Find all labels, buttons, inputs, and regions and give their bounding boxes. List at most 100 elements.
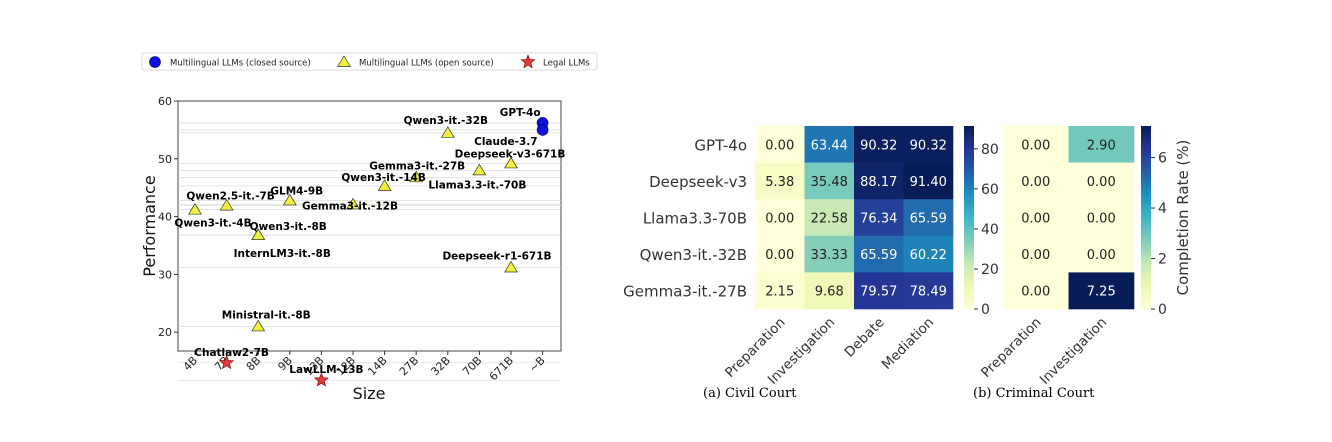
- civil-value: 2.15: [765, 285, 794, 300]
- point-qwen3-it-32b: [440, 126, 455, 138]
- civil-colorbar-tick-label: 40: [981, 222, 999, 238]
- civil-cell: [903, 126, 954, 163]
- caption-criminal-court: (b) Criminal Court: [973, 386, 1095, 401]
- label-deepseek-v3-671b: Deepseek-v3-671B: [455, 148, 566, 160]
- civil-cell: [804, 199, 855, 237]
- legend: Multilingual LLMs (closed source) Multili…: [141, 52, 598, 71]
- criminal-value: 7.25: [1087, 285, 1116, 300]
- label-internlm3-it-8b: InternLM3-it.-8B: [234, 248, 331, 260]
- civil-cell: [854, 199, 904, 237]
- civil-cell: [854, 272, 904, 310]
- label-deepseek-r1-671b: Deepseek-r1-671B: [442, 250, 551, 262]
- criminal-cell: [1068, 126, 1135, 163]
- civil-cell: [903, 162, 954, 200]
- civil-value: 88.17: [860, 175, 897, 190]
- civil-cell: [804, 126, 855, 163]
- y-tick-label: 40: [158, 211, 172, 224]
- criminal-cell: [1003, 272, 1069, 310]
- label-ministral-it-8b: Ministral-it.-8B: [222, 309, 311, 321]
- point-deepseek-r1-671b: [504, 260, 518, 273]
- civil-value: 90.32: [910, 138, 947, 153]
- civil-cell: [804, 162, 855, 200]
- civil-cell: [755, 235, 805, 273]
- civil-value: 76.34: [860, 212, 897, 227]
- x-tick-label: 27B: [397, 354, 421, 378]
- legend-marker-open: [337, 55, 351, 67]
- label-qwen3-it-14b: Qwen3-it.-14B: [341, 172, 425, 184]
- label-qwen3-it-8b: Qwen3-it.-8B: [250, 221, 327, 233]
- civil-value: 65.59: [910, 212, 947, 227]
- criminal-cell: [1068, 199, 1135, 237]
- criminal-cell: [1068, 272, 1135, 310]
- y-tick-label: 60: [158, 95, 172, 108]
- point-lawllm-13b: [313, 372, 329, 387]
- label-qwen3-it-4b: Qwen3-it.-4B: [174, 218, 251, 230]
- criminal-col-label-investigation: Investigation: [1037, 315, 1110, 388]
- point-claude-3-7: [536, 124, 549, 136]
- criminal-value: 0.00: [1087, 248, 1116, 263]
- row-label-qwen3-it-32b: Qwen3-it.-32B: [640, 246, 747, 264]
- civil-cell: [854, 235, 904, 273]
- civil-value: 9.68: [815, 285, 844, 300]
- label-chatlaw2-7b: Chatlaw2-7B: [194, 347, 269, 359]
- row-label-gemma3-it-27b: Gemma3-it.-27B: [623, 283, 747, 301]
- civil-cell: [903, 235, 954, 273]
- label-gemma3-it-12b: Gemma3-it.-12B: [302, 200, 398, 212]
- row-label-gpt-4o: GPT-4o: [694, 136, 747, 154]
- x-tick-label: 32B: [428, 354, 452, 378]
- criminal-value: 0.00: [1021, 138, 1050, 153]
- civil-cell: [804, 235, 855, 273]
- civil-cell: [854, 126, 904, 163]
- civil-value: 33.33: [811, 248, 848, 263]
- civil-value: 78.49: [910, 285, 947, 300]
- civil-colorbar-tick-label: 20: [981, 262, 999, 278]
- criminal-value: 0.00: [1021, 285, 1050, 300]
- civil-cell: [755, 162, 805, 200]
- criminal-value: 0.00: [1021, 175, 1050, 190]
- point-deepseek-v3-671b: [504, 156, 518, 169]
- criminal-value: 0.00: [1021, 248, 1050, 263]
- civil-colorbar-tick-label: 80: [981, 142, 999, 158]
- legend-label-legal: Legal LLMs: [543, 59, 590, 69]
- civil-value: 63.44: [811, 138, 848, 153]
- label-qwen2-5-it-7b: Qwen2.5-it.-7B: [186, 191, 274, 203]
- civil-cell: [903, 272, 954, 310]
- civil-cell: [903, 199, 954, 237]
- criminal-value: 0.00: [1087, 175, 1116, 190]
- criminal-colorbar-tick-label: 6: [1158, 151, 1167, 167]
- y-axis-label: Performance: [140, 175, 159, 276]
- civil-value: 35.48: [811, 175, 848, 190]
- x-tick-label: 70B: [460, 354, 484, 378]
- point-llama3-3-it-70b: [472, 163, 487, 176]
- criminal-cell: [1068, 162, 1135, 200]
- label-lawllm-13b: LawLLM-13B: [289, 364, 363, 376]
- criminal-value: 0.00: [1021, 212, 1050, 227]
- legend-box: [141, 52, 598, 71]
- legend-label-closed: Multilingual LLMs (closed source): [170, 59, 311, 69]
- civil-cell: [804, 272, 855, 310]
- criminal-col-label-preparation: Preparation: [978, 315, 1044, 381]
- y-tick-label: 20: [158, 326, 172, 339]
- scatter-plot-area: [177, 100, 562, 352]
- criminal-colorbar-tick-label: 0: [1158, 302, 1167, 318]
- civil-value: 91.40: [910, 175, 947, 190]
- heatmap-criminal-court: 0.00 2.90 0.00 0.00 0.00 0.00 0.00 0.00 0.00 7.25…: [978, 126, 1192, 388]
- criminal-colorbar: [1141, 126, 1151, 309]
- civil-value: 0.00: [765, 212, 794, 227]
- point-qwen3-it-4b: [188, 202, 202, 215]
- civil-cell: [755, 199, 805, 237]
- x-tick-label: 14B: [365, 354, 389, 378]
- civil-colorbar-tick-label: 0: [981, 302, 990, 318]
- civil-value: 5.38: [765, 175, 794, 190]
- civil-value: 60.22: [910, 248, 947, 263]
- criminal-colorbar-tick-label: 4: [1158, 201, 1167, 217]
- civil-value: 90.32: [860, 138, 897, 153]
- label-qwen3-it-32b: Qwen3-it.-32B: [404, 115, 488, 127]
- label-llama3-3-it-70b: Llama3.3-it.-70B: [428, 179, 526, 191]
- x-axis-label: Size: [353, 384, 386, 403]
- x-tick-label: 671B: [487, 354, 516, 383]
- civil-value: 0.00: [765, 138, 794, 153]
- criminal-colorbar-label: Completion Rate (%): [1174, 140, 1192, 296]
